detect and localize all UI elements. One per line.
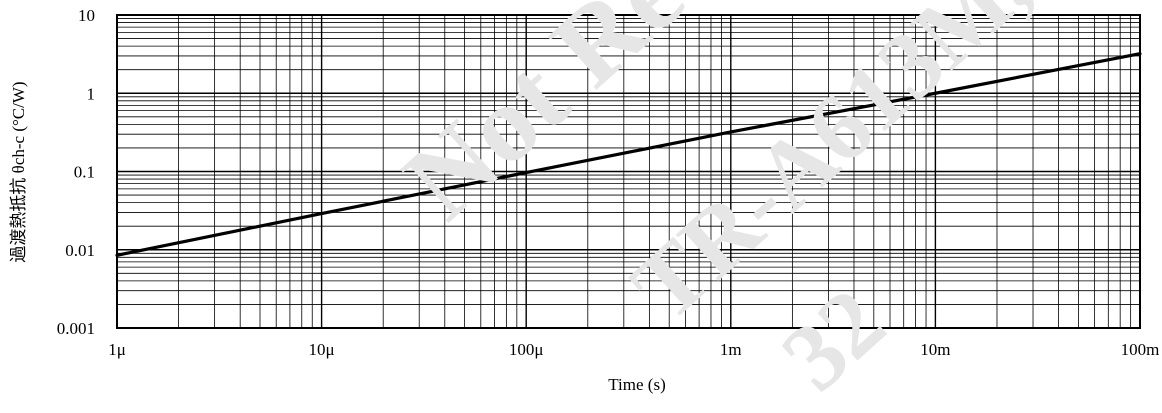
x-tick-label: 1m: [720, 340, 742, 359]
chart-canvas: 1μ 10μ 100μ 1m 10m 100m 0.001 0.01 0.1 1 10 Time …: [9, 6, 1159, 394]
y-tick-label: 0.001: [57, 319, 95, 338]
x-tick-label: 100μ: [509, 340, 544, 359]
x-axis-label: Time (s): [608, 375, 665, 394]
plot-frame: [116, 14, 1141, 329]
x-tick-label: 100m: [1121, 340, 1160, 359]
y-tick-labels: 0.001 0.01 0.1 1 10: [57, 6, 95, 338]
x-tick-label: 10m: [920, 340, 950, 359]
x-tick-labels: 1μ 10μ 100μ 1m 10m 100m: [108, 340, 1159, 359]
y-axis-label: 過渡熱抵抗 θch-c (°C/W): [9, 81, 28, 262]
series-group: [115, 52, 1142, 257]
x-tick-label: 1μ: [108, 340, 126, 359]
y-tick-label: 10: [78, 6, 95, 25]
y-tick-label: 0.1: [74, 163, 95, 182]
y-tick-label: 0.01: [65, 241, 95, 260]
y-tick-label: 1: [87, 84, 96, 103]
series-line: [115, 52, 1142, 257]
x-tick-label: 10μ: [309, 340, 335, 359]
